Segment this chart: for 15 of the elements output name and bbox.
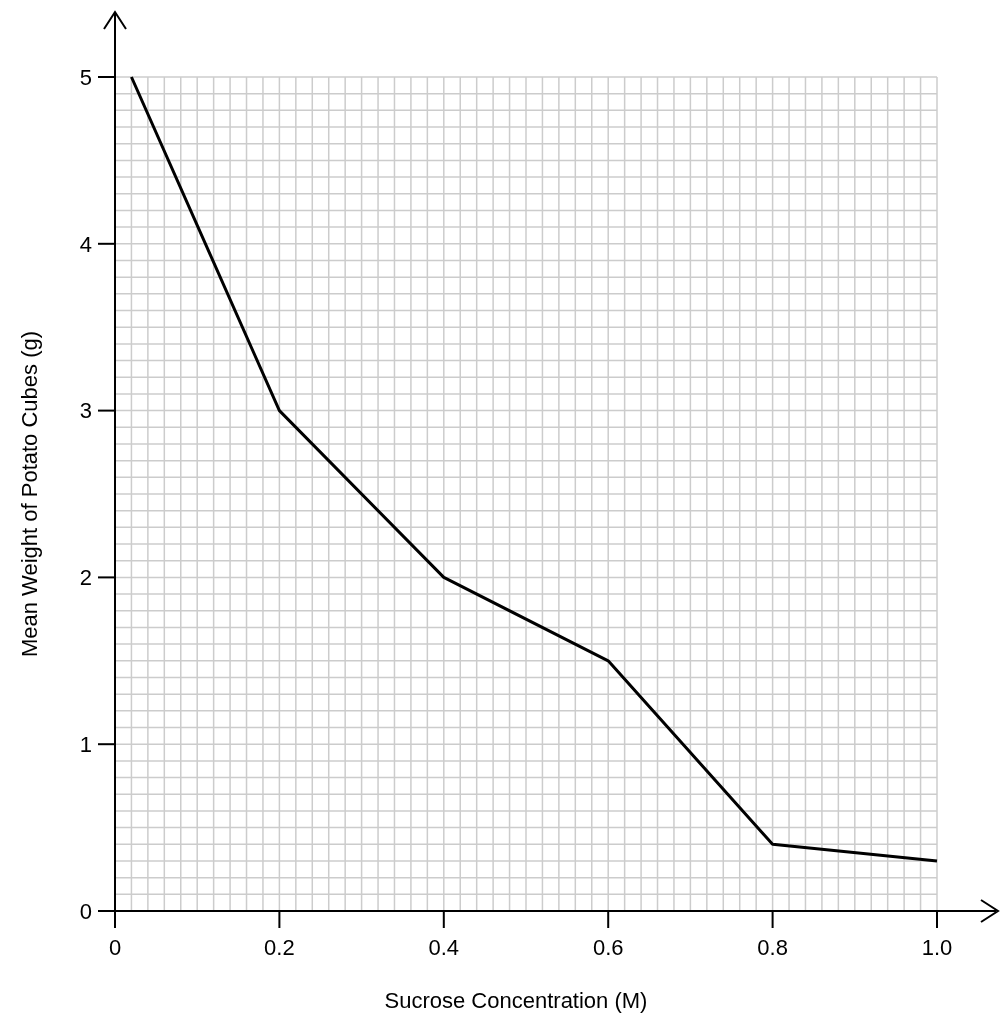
x-tick-label: 0.2 [264, 935, 295, 960]
x-tick-label: 1.0 [921, 935, 953, 960]
x-axis-title: Sucrose Concentration (M) [384, 988, 648, 1013]
y-tick-label: 5 [79, 64, 92, 90]
line-series [129, 75, 939, 863]
y-tick-label: 4 [79, 231, 92, 257]
y-tick-label: 1 [79, 731, 92, 757]
y-tick-label: 3 [79, 398, 92, 424]
x-tick-label: 0.8 [757, 935, 788, 960]
y-axis-title: Mean Weight of Potato Cubes (g) [17, 330, 42, 658]
x-tick-label: 0.4 [428, 935, 460, 960]
y-tick-label: 0 [79, 898, 92, 924]
y-tick-label: 2 [79, 565, 92, 591]
x-tick-label: 0.6 [592, 935, 624, 960]
x-tick-label: 0 [108, 935, 122, 960]
